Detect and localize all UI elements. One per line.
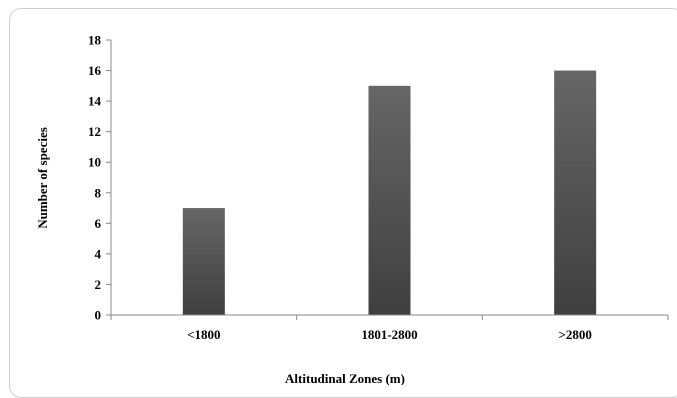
- y-tick-label: 18: [88, 33, 102, 48]
- y-tick-label: 2: [95, 277, 102, 292]
- y-axis-title: Number of species: [35, 127, 50, 229]
- bars: [182, 70, 597, 315]
- y-tick-label: 6: [95, 216, 102, 231]
- x-category-label: <1800: [187, 327, 220, 342]
- x-category-label: 1801-2800: [361, 327, 417, 342]
- x-category-label: >2800: [558, 327, 591, 342]
- y-tick-label: 12: [88, 124, 101, 139]
- y-tick-label: 0: [95, 308, 102, 323]
- x-axis-category-labels: <1800 1801-2800 >2800: [187, 327, 592, 342]
- x-axis-ticks: [110, 315, 669, 320]
- y-tick-label: 14: [88, 94, 102, 109]
- bar: [554, 70, 597, 315]
- bar: [182, 208, 225, 315]
- y-tick-label: 16: [88, 63, 102, 78]
- bar-chart: 0 2 4 6 8 10 12 14 16 18 <1800 1801-2800 >2800 Numb…: [35, 33, 669, 385]
- y-axis-ticks: 0 2 4 6 8 10 12 14 16 18: [88, 33, 111, 323]
- y-tick-label: 8: [95, 185, 102, 200]
- y-tick-label: 10: [88, 155, 101, 170]
- bar: [368, 85, 411, 315]
- y-tick-label: 4: [95, 246, 102, 261]
- x-axis-title: Altitudinal Zones (m): [285, 371, 405, 385]
